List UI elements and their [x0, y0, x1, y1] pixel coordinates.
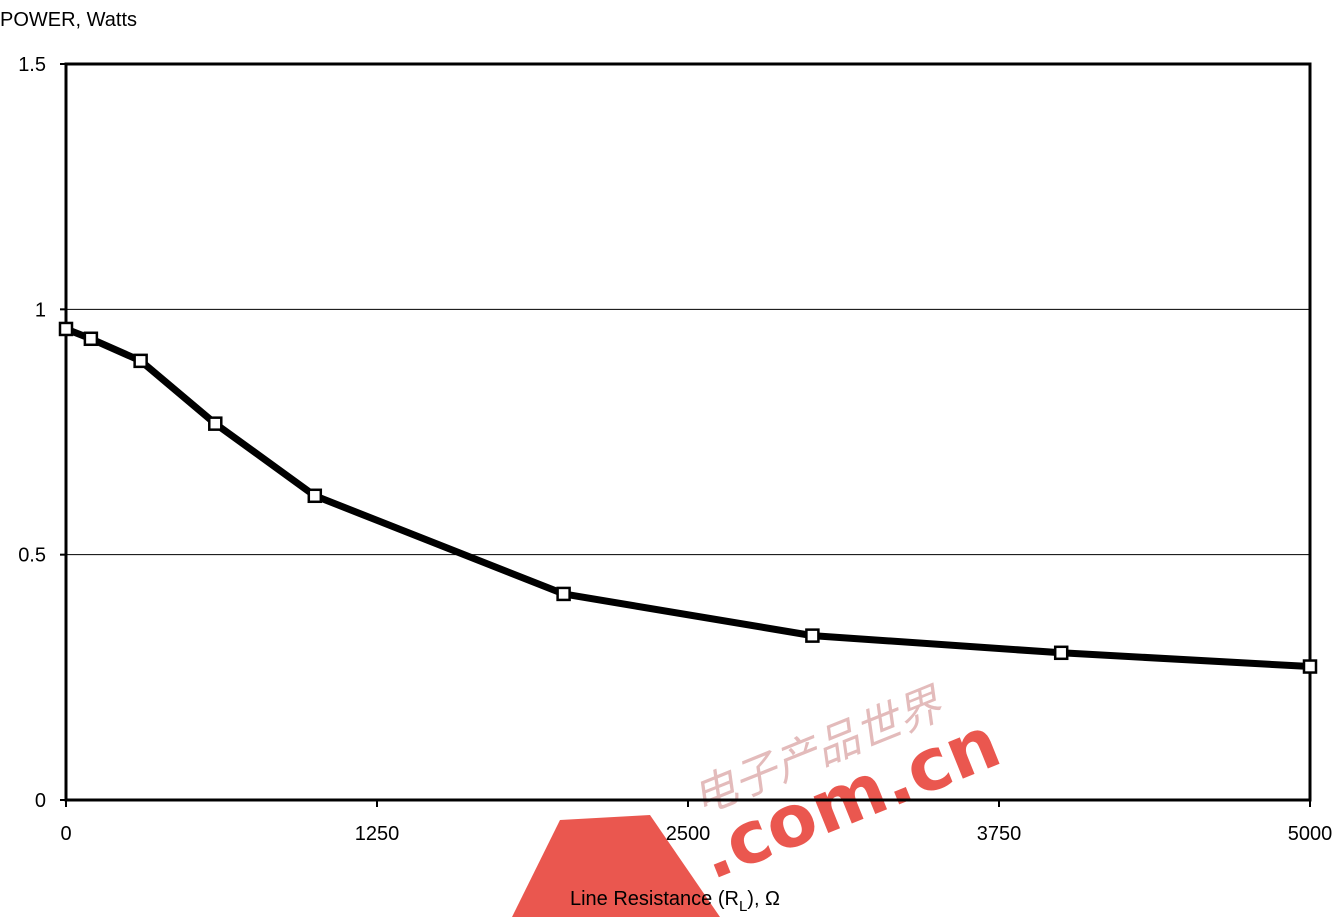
- series-line: [62, 325, 1314, 671]
- x-tick-label: 1250: [355, 823, 400, 845]
- data-point-marker: [1302, 659, 1318, 674]
- x-axis-title: Line Resistance (RL), Ω: [570, 888, 780, 915]
- plot-area-frame: [64, 62, 1312, 802]
- x-tick-label: 5000: [1288, 823, 1333, 845]
- axis-ticks: [60, 63, 1311, 807]
- x-axis-title-suffix: ), Ω: [747, 888, 780, 910]
- data-point-marker: [208, 416, 223, 431]
- data-point-marker: [133, 353, 148, 369]
- data-point-marker: [58, 321, 74, 337]
- grid-lines: [66, 308, 1310, 556]
- y-tick-label: 0.5: [18, 545, 46, 567]
- data-point-marker: [307, 488, 323, 504]
- x-tick-label: 2500: [666, 823, 711, 845]
- x-axis-title-subscript: L: [739, 898, 747, 915]
- y-axis-title: POWER, Watts: [0, 9, 137, 31]
- series-power: [58, 321, 1318, 674]
- data-point-marker: [556, 586, 571, 602]
- x-tick-label: 0: [60, 823, 71, 845]
- x-tick-label: 3750: [977, 823, 1022, 845]
- data-point-marker: [805, 628, 820, 643]
- watermark-logo-shape: [512, 815, 720, 917]
- y-tick-labels: 0 0.5 1 1.5: [18, 54, 46, 812]
- edn-watermark: 电子产品世界 .com.cn: [512, 678, 1011, 917]
- x-axis-title-prefix: Line Resistance (R: [570, 888, 739, 910]
- data-point-marker: [83, 331, 99, 347]
- data-point-marker: [1053, 645, 1069, 661]
- y-tick-label: 1.5: [18, 54, 46, 76]
- y-tick-label: 1: [35, 299, 46, 321]
- x-tick-labels: 0 1250 2500 3750 5000: [60, 823, 1332, 845]
- y-tick-label: 0: [35, 790, 46, 812]
